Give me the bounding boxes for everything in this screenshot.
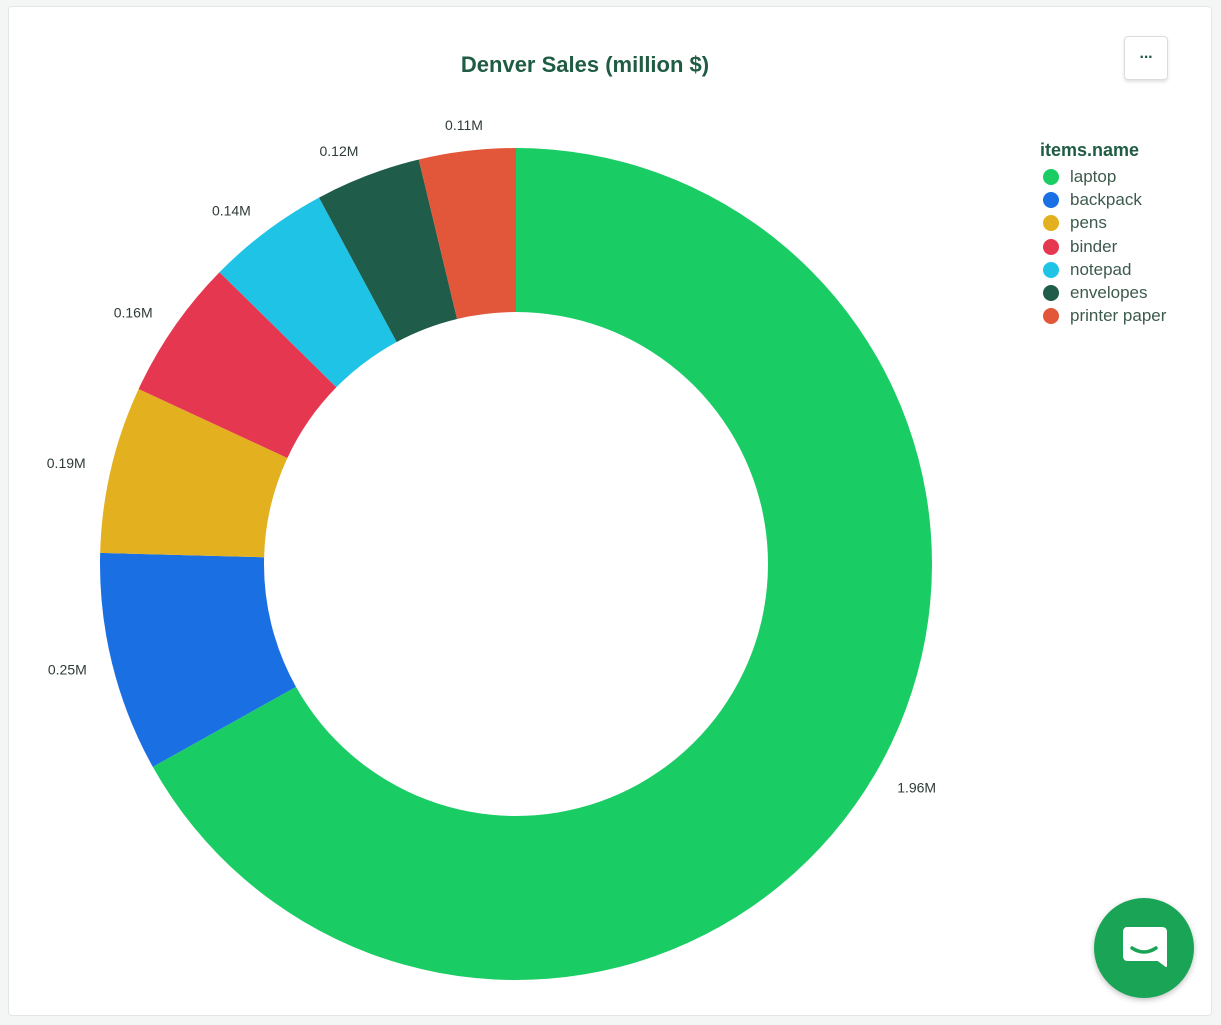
legend-label: binder: [1070, 236, 1118, 256]
legend-title: items.name: [1040, 140, 1140, 160]
slice-value-label: 0.12M: [319, 143, 358, 159]
legend-swatch: [1043, 238, 1059, 255]
legend-label: printer paper: [1070, 306, 1167, 326]
legend-item-envelopes[interactable]: envelopes: [1040, 281, 1166, 304]
legend-label: backpack: [1070, 189, 1142, 209]
legend-item-notepad[interactable]: notepad: [1040, 258, 1166, 281]
slice-value-label: 1.96M: [897, 780, 936, 796]
slice-backpack[interactable]: [99, 552, 296, 767]
chart-title: Denver Sales (million $): [460, 52, 710, 77]
slice-value-label: 0.16M: [114, 304, 153, 320]
slice-printer-paper[interactable]: [418, 148, 516, 319]
legend-item-pens[interactable]: pens: [1040, 212, 1166, 235]
slice-value-label: 0.19M: [47, 455, 86, 471]
legend-swatch: [1043, 191, 1059, 208]
chat-bubble-icon: [1123, 927, 1167, 967]
legend-swatch: [1043, 215, 1059, 232]
legend-swatch: [1043, 168, 1059, 185]
slice-laptop[interactable]: [152, 148, 932, 980]
legend-label: envelopes: [1070, 283, 1148, 303]
slice-binder[interactable]: [138, 272, 337, 458]
chat-button[interactable]: [1094, 898, 1194, 998]
slice-notepad[interactable]: [219, 197, 397, 388]
legend-label: laptop: [1070, 166, 1117, 186]
legend-item-laptop[interactable]: laptop: [1040, 165, 1166, 188]
slice-pens[interactable]: [100, 388, 288, 558]
more-options-button[interactable]: ···: [1124, 36, 1168, 80]
slice-envelopes[interactable]: [319, 159, 458, 343]
legend-swatch: [1043, 261, 1059, 278]
legend-item-backpack[interactable]: backpack: [1040, 188, 1166, 211]
slice-value-label: 0.25M: [48, 662, 87, 678]
legend-label: notepad: [1070, 259, 1132, 279]
legend-swatch: [1043, 285, 1059, 302]
legend-label: pens: [1070, 213, 1107, 233]
slice-value-label: 0.11M: [445, 117, 483, 133]
legend: items.name laptop backpack pens binder notep…: [1040, 140, 1166, 328]
slice-value-label: 0.14M: [212, 202, 251, 218]
legend-swatch: [1043, 308, 1059, 325]
legend-item-binder[interactable]: binder: [1040, 235, 1166, 258]
legend-item-printer-paper[interactable]: printer paper: [1040, 305, 1166, 328]
